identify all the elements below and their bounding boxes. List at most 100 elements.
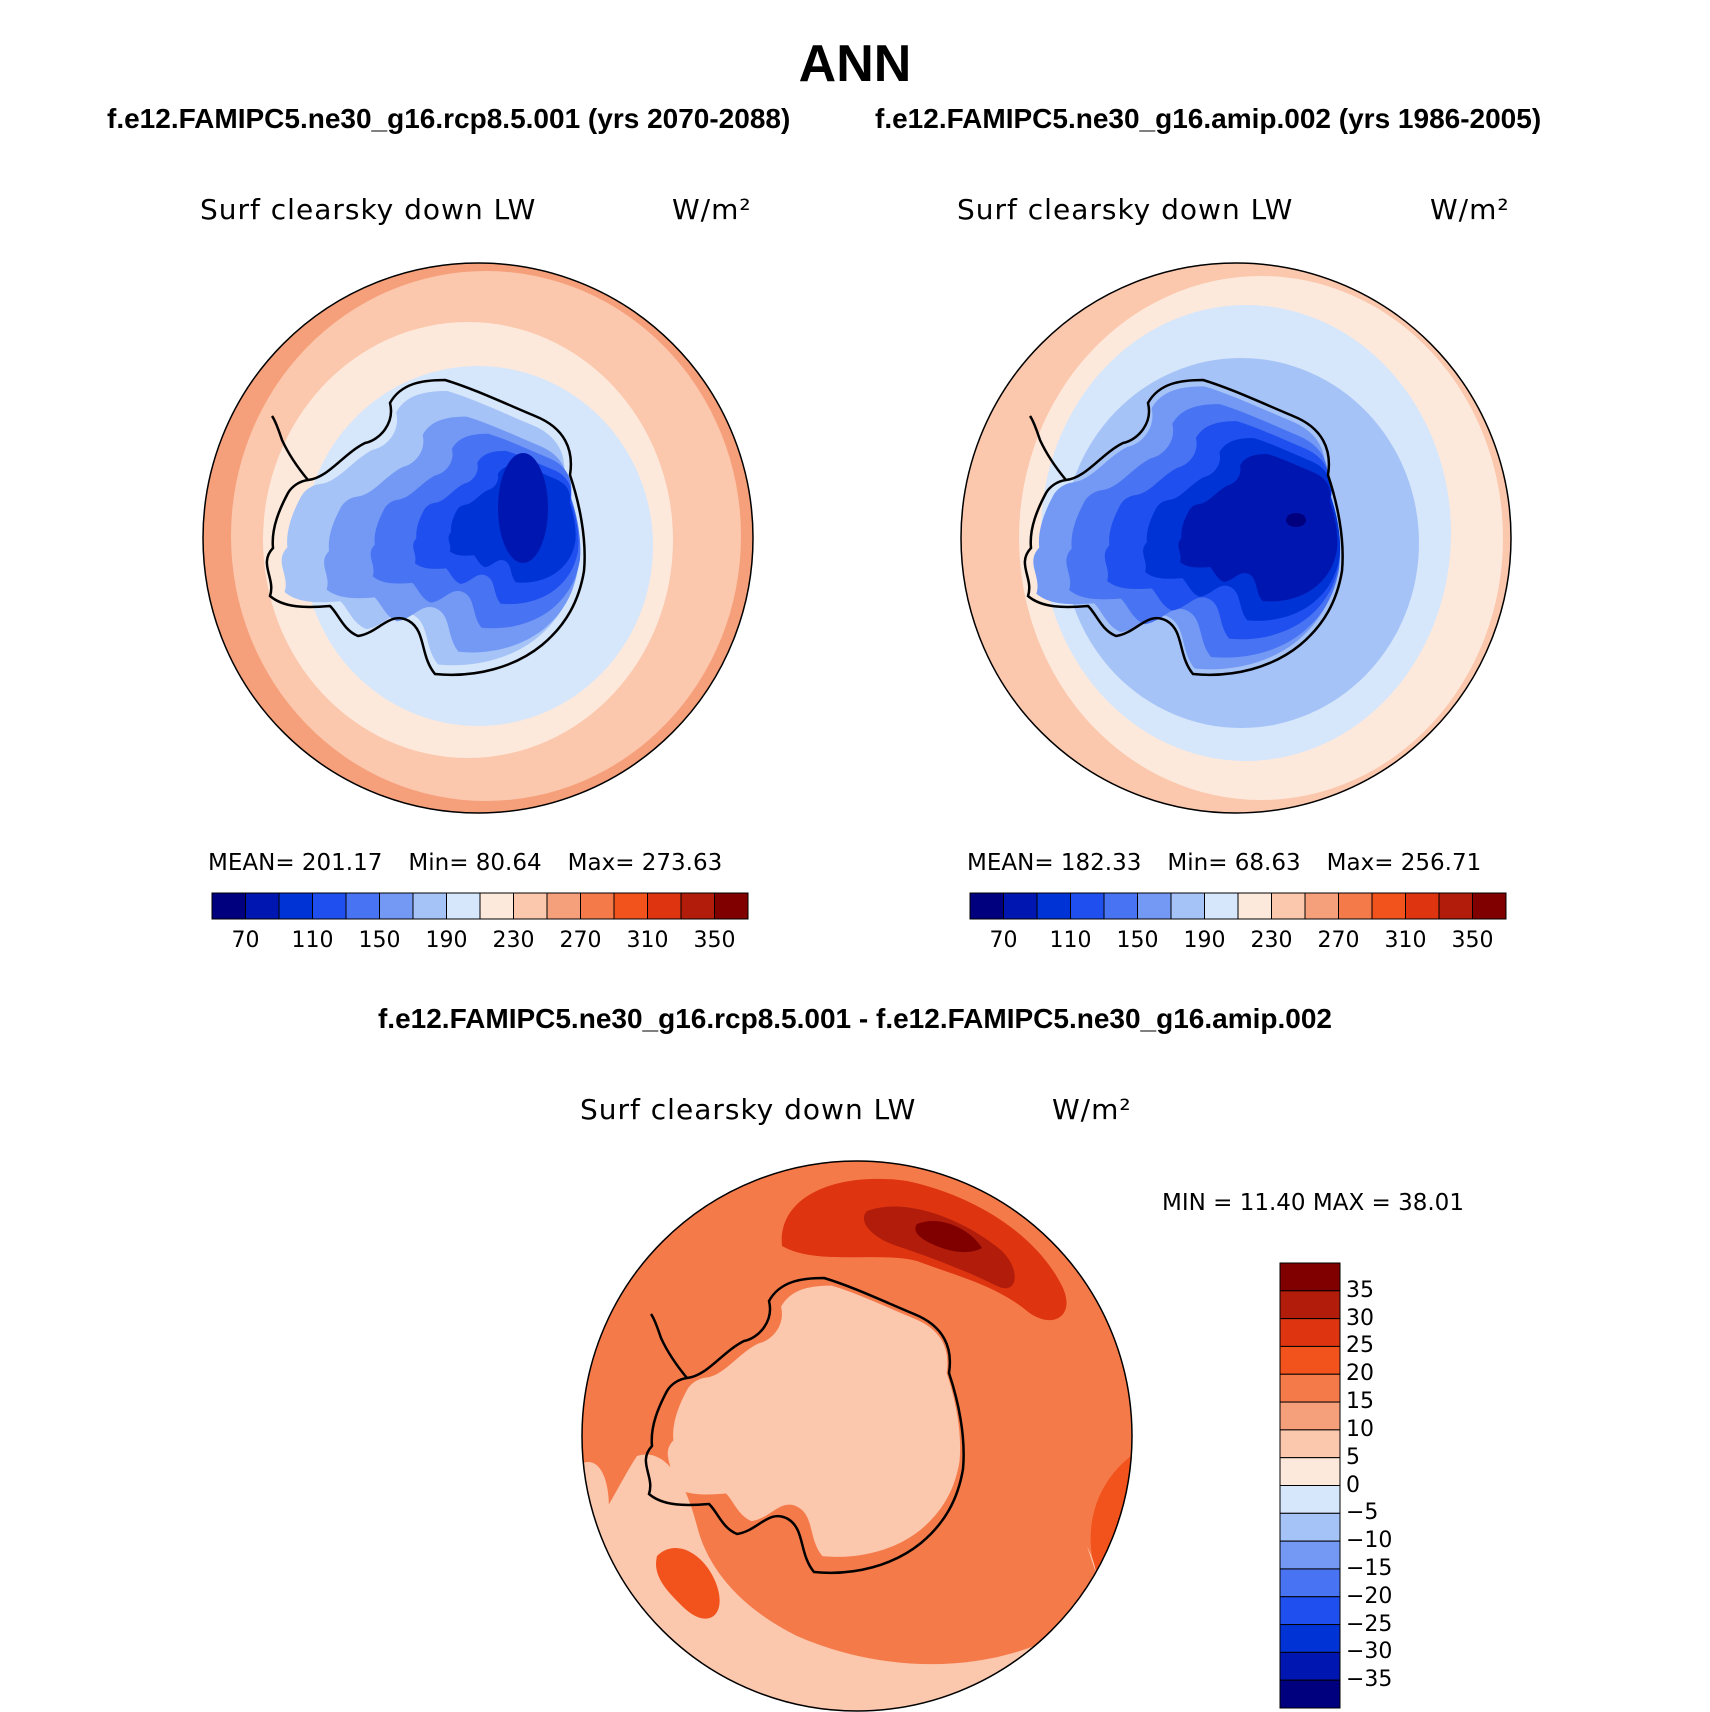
p1-colorbar-cell <box>345 892 380 920</box>
p3-colorbar-tick-label: 5 <box>1346 1444 1360 1470</box>
p3-band-20-25-south <box>656 1547 720 1619</box>
p3-colorbar-cell <box>1279 1318 1341 1347</box>
p2-colorbar-tick-label: 230 <box>1250 928 1293 953</box>
p2-colorbar-tick-label: 110 <box>1049 928 1092 953</box>
p3-colorbar-cell <box>1279 1540 1341 1570</box>
panel1-map-border <box>202 262 754 814</box>
panel2-stats: MEAN= 182.33 Min= 68.63 Max= 256.71 <box>967 850 1507 876</box>
panel3-map-border <box>581 1160 1133 1712</box>
p3-colorbar-cell <box>1279 1457 1341 1486</box>
p2-colorbar-cell <box>1338 892 1373 920</box>
p3-colorbar-tick-label: 0 <box>1346 1472 1360 1498</box>
p1-colorbar-cell <box>546 892 581 920</box>
panel3-colorbar <box>1279 1262 1341 1709</box>
p3-colorbar-cell <box>1279 1596 1341 1626</box>
p3-colorbar-cell <box>1279 1262 1341 1292</box>
panel2-units-label: W/m² <box>1430 193 1510 226</box>
p2-colorbar-cell <box>1137 892 1172 920</box>
p3-colorbar-tick-label: −15 <box>1346 1555 1393 1581</box>
p3-colorbar-cell <box>1279 1568 1341 1598</box>
panel2-min: Min= 68.63 <box>1167 850 1301 876</box>
p1-colorbar-cell <box>412 892 447 920</box>
p1-colorbar-cell <box>680 892 715 920</box>
p1-colorbar-cell <box>580 892 615 920</box>
p3-colorbar-cell <box>1279 1373 1341 1403</box>
panel2-map <box>961 263 1511 813</box>
p3-colorbar-tick-label: −20 <box>1346 1583 1393 1609</box>
p3-colorbar-tick-label: −10 <box>1346 1528 1393 1554</box>
p3-colorbar-tick-label: 35 <box>1346 1277 1374 1303</box>
p2-colorbar-cell <box>1204 892 1239 920</box>
p3-colorbar-tick-label: −25 <box>1346 1611 1393 1637</box>
p3-colorbar-tick-label: −30 <box>1346 1639 1393 1665</box>
p3-colorbar-tick-label: 15 <box>1346 1389 1374 1415</box>
p1-band-70-90 <box>498 453 548 563</box>
p2-colorbar-tick-label: 350 <box>1451 928 1494 953</box>
panel3-map <box>582 1161 1132 1711</box>
p3-colorbar-cell <box>1279 1485 1341 1514</box>
panel1-mean: MEAN= 201.17 <box>208 850 383 876</box>
p1-colorbar-tick-label: 190 <box>425 928 468 953</box>
p2-colorbar-tick-label: 150 <box>1116 928 1159 953</box>
figure-title: ANN <box>798 35 912 93</box>
p2-colorbar-cell <box>1170 892 1205 920</box>
p1-colorbar-cell <box>613 892 648 920</box>
p1-colorbar-cell <box>211 892 246 920</box>
p3-colorbar-cell <box>1279 1401 1341 1431</box>
p2-colorbar-cell <box>1003 892 1038 920</box>
p1-colorbar-tick-label: 110 <box>291 928 334 953</box>
p3-colorbar-cell <box>1279 1512 1341 1542</box>
p3-band-35-40 <box>915 1221 982 1253</box>
panel1-variable-label: Surf clearsky down LW <box>200 193 537 226</box>
p1-colorbar-tick-label: 150 <box>358 928 401 953</box>
panel1-min: Min= 80.64 <box>408 850 542 876</box>
p3-colorbar-cell <box>1279 1429 1341 1459</box>
p2-colorbar-cell <box>1371 892 1406 920</box>
p1-colorbar-tick-label: 350 <box>693 928 736 953</box>
panel3-units-label: W/m² <box>1052 1093 1132 1126</box>
p1-colorbar-cell <box>479 892 514 920</box>
panel2-mean: MEAN= 182.33 <box>967 850 1142 876</box>
p1-colorbar-cell <box>379 892 414 920</box>
p3-colorbar-tick-label: 30 <box>1346 1305 1374 1331</box>
p1-colorbar-cell <box>446 892 481 920</box>
p1-colorbar-cell <box>714 892 749 920</box>
p3-colorbar-cell <box>1279 1679 1341 1709</box>
case1-title: f.e12.FAMIPC5.ne30_g16.rcp8.5.001 (yrs 2… <box>107 103 791 134</box>
p3-band-30-35 <box>863 1206 1015 1289</box>
p2-colorbar-tick-label: 70 <box>989 928 1018 953</box>
p2-colorbar-cell <box>1438 892 1473 920</box>
p3-colorbar-cell <box>1279 1345 1341 1375</box>
p2-colorbar-cell <box>1070 892 1105 920</box>
p1-colorbar-cell <box>647 892 682 920</box>
panel1-colorbar <box>211 892 749 920</box>
p3-colorbar-tick-label: 20 <box>1346 1361 1374 1387</box>
p3-colorbar-cell <box>1279 1624 1341 1653</box>
panel2-variable-label: Surf clearsky down LW <box>957 193 1294 226</box>
p1-colorbar-cell <box>513 892 548 920</box>
p2-colorbar-cell <box>1405 892 1440 920</box>
p1-colorbar-tick-label: 310 <box>626 928 669 953</box>
panel1-map <box>203 263 753 813</box>
p3-colorbar-cell <box>1279 1651 1341 1681</box>
panel2-max: Max= 256.71 <box>1326 850 1482 876</box>
p1-colorbar-tick-label: 270 <box>559 928 602 953</box>
p2-colorbar-tick-label: 190 <box>1183 928 1226 953</box>
p3-colorbar-cell <box>1279 1290 1341 1320</box>
p2-colorbar-cell <box>1237 892 1272 920</box>
p1-colorbar-cell <box>278 892 313 920</box>
case2-title: f.e12.FAMIPC5.ne30_g16.amip.002 (yrs 198… <box>875 103 1542 134</box>
p3-colorbar-tick-label: −35 <box>1346 1667 1393 1693</box>
p1-colorbar-cell <box>245 892 280 920</box>
panel1-max: Max= 273.63 <box>567 850 723 876</box>
p2-colorbar-cell <box>1472 892 1507 920</box>
p2-band-70-80 <box>1286 513 1306 527</box>
panel3-minmax: MIN = 11.40 MAX = 38.01 <box>1162 1190 1464 1216</box>
p2-colorbar-cell <box>1304 892 1339 920</box>
p3-colorbar-tick-label: 10 <box>1346 1416 1374 1442</box>
panel2-map-border <box>960 262 1512 814</box>
panel1-units-label: W/m² <box>672 193 752 226</box>
p2-colorbar-cell <box>969 892 1004 920</box>
p2-colorbar-tick-label: 270 <box>1317 928 1360 953</box>
